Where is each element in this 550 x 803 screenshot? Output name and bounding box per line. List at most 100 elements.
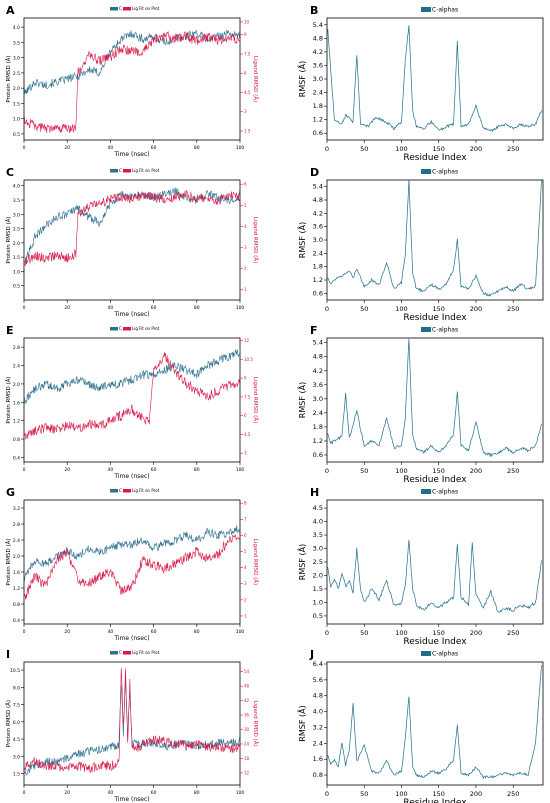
legend-label: C-alphas (432, 489, 458, 496)
legend-label: C-alphas (432, 7, 458, 14)
series-protein-rmsd (24, 29, 240, 97)
y-tick-label: 4.5 (13, 737, 20, 743)
legend-swatch-calpha (421, 7, 431, 12)
x-tick-label: 250 (507, 145, 519, 153)
series-ligand-rmsd (24, 352, 240, 440)
panel-letter: F (310, 324, 318, 337)
y-tick-label: 0.6 (313, 289, 323, 297)
y-axis-label: Protein RMSD (Å) (5, 55, 12, 102)
y-axis-label: RMSF (Å) (296, 222, 307, 258)
legend-swatch-calpha (421, 489, 431, 494)
x-tick-label: 0 (325, 145, 329, 153)
series-c-alpha-rmsf (327, 180, 542, 297)
legend-swatch-ligand (123, 169, 131, 173)
y2-tick-label: 9 (244, 376, 247, 381)
legend-label: C (119, 6, 122, 11)
legend-label: Lig Fit on Prot (132, 650, 160, 655)
legend-label: C (119, 168, 122, 173)
x-tick-label: 100 (236, 467, 245, 473)
y2-tick-label: 42 (244, 698, 250, 703)
y-axis-label: RMSF (Å) (296, 61, 307, 97)
panel-letter: I (6, 648, 10, 661)
y-tick-label: 3.0 (13, 212, 20, 218)
y2-tick-label: 3 (244, 109, 247, 114)
x-tick-label: 60 (151, 467, 157, 473)
legend-label: C-alphas (432, 327, 458, 334)
y-tick-label: 5.4 (313, 21, 323, 29)
plot-frame (23, 179, 241, 301)
y2-tick-label: 7.5 (244, 51, 251, 56)
x-tick-label: 60 (151, 629, 157, 635)
y2-tick-label: 2 (244, 266, 247, 271)
y-tick-label: 0.5 (13, 284, 20, 290)
y-tick-label: 3.0 (313, 236, 323, 244)
x-tick-label: 0 (325, 467, 329, 475)
y2-tick-label: 9 (244, 32, 247, 37)
series-protein-rmsd (24, 525, 240, 583)
panel-letter: C (6, 166, 14, 179)
x-tick-label: 80 (194, 790, 200, 796)
y-tick-label: 1.5 (313, 585, 323, 593)
y-tick-label: 2.4 (13, 538, 20, 544)
x-tick-label: 50 (360, 305, 368, 313)
legend-swatch-ligand (123, 489, 131, 493)
y-axis-label: RMSF (Å) (296, 544, 307, 580)
y-tick-label: 7.5 (13, 703, 20, 709)
y-tick-label: 3.5 (13, 198, 20, 204)
y-tick-label: 2.4 (13, 364, 20, 370)
x-tick-label: 100 (395, 467, 407, 475)
y-tick-label: 4.0 (13, 25, 20, 31)
y-tick-label: 2.8 (13, 522, 20, 528)
y-tick-label: 3.6 (313, 381, 323, 389)
y-tick-label: 1.5 (13, 772, 20, 778)
y-tick-label: 3.0 (13, 754, 20, 760)
y2-tick-label: 1.5 (244, 129, 251, 134)
series-protein-rmsd (24, 673, 240, 776)
y2-tick-label: 4 (244, 224, 247, 229)
y-tick-label: 2.0 (13, 86, 20, 92)
legend-label: C (119, 650, 122, 655)
chart-panel-b: B 0 50 100 150 200 250 0.6 1.2 1.8 2.4 3.0 3.6 4.2 4.8… (296, 4, 544, 163)
y-tick-label: 1.6 (13, 570, 20, 576)
x-tick-label: 60 (151, 145, 157, 151)
y-tick-label: 2.5 (13, 71, 20, 77)
y-tick-label: 1.8 (313, 423, 323, 431)
panel-letter: A (6, 4, 15, 17)
x-tick-label: 200 (470, 305, 482, 313)
y-tick-label: 2.0 (13, 554, 20, 560)
x-tick-label: 80 (194, 629, 200, 635)
x-tick-label: 150 (433, 790, 445, 798)
chart-panel-i: I 0 20 40 60 80 100 1.5 3.0 4.5 6.0 7.5 9.0 10.5 12 18 2… (5, 648, 259, 803)
y-tick-label: 0.6 (313, 129, 323, 137)
y2-tick-label: 7 (244, 517, 247, 522)
y-tick-label: 2.4 (313, 249, 323, 257)
y2-tick-label: 2 (244, 597, 247, 602)
y-tick-label: 3.2 (13, 506, 20, 512)
chart-panel-d: D 0 50 100 150 200 250 0.6 1.2 1.8 2.4 3.0 3.6 4.2 4.8… (296, 166, 544, 323)
y2-axis-label: Ligand RMSD (Å) (252, 539, 259, 585)
legend-label: C (119, 488, 122, 493)
x-tick-label: 50 (360, 629, 368, 637)
panel-letter: G (6, 486, 15, 499)
chart-panel-g: G 0 20 40 60 80 100 0.4 0.8 1.2 1.6 2.0 2.4 2.8 3.2 1 2 3… (5, 486, 259, 642)
y2-axis-label: Ligand RMSD (Å) (252, 700, 259, 746)
y-tick-label: 1.5 (13, 255, 20, 261)
y-axis-label: RMSF (Å) (296, 705, 307, 741)
x-tick-label: 100 (236, 305, 245, 311)
series-ligand-rmsd (24, 189, 240, 267)
x-tick-label: 60 (151, 790, 157, 796)
y-tick-label: 0.8 (313, 771, 323, 779)
y2-tick-label: 10.5 (244, 357, 253, 362)
series-c-alpha-rmsf (327, 338, 542, 458)
y2-tick-label: 48 (244, 684, 250, 689)
panel-letter: D (310, 166, 319, 179)
x-tick-label: 100 (236, 790, 245, 796)
x-tick-label: 100 (395, 790, 407, 798)
y-tick-label: 0.5 (313, 612, 323, 620)
legend-swatch-protein (110, 169, 118, 173)
y-tick-label: 3.6 (313, 61, 323, 69)
y-tick-label: 9.0 (13, 685, 20, 691)
y-tick-label: 3.5 (313, 531, 323, 539)
x-tick-label: 0 (23, 467, 26, 473)
y2-axis-label: Ligand RMSD (Å) (252, 377, 259, 423)
